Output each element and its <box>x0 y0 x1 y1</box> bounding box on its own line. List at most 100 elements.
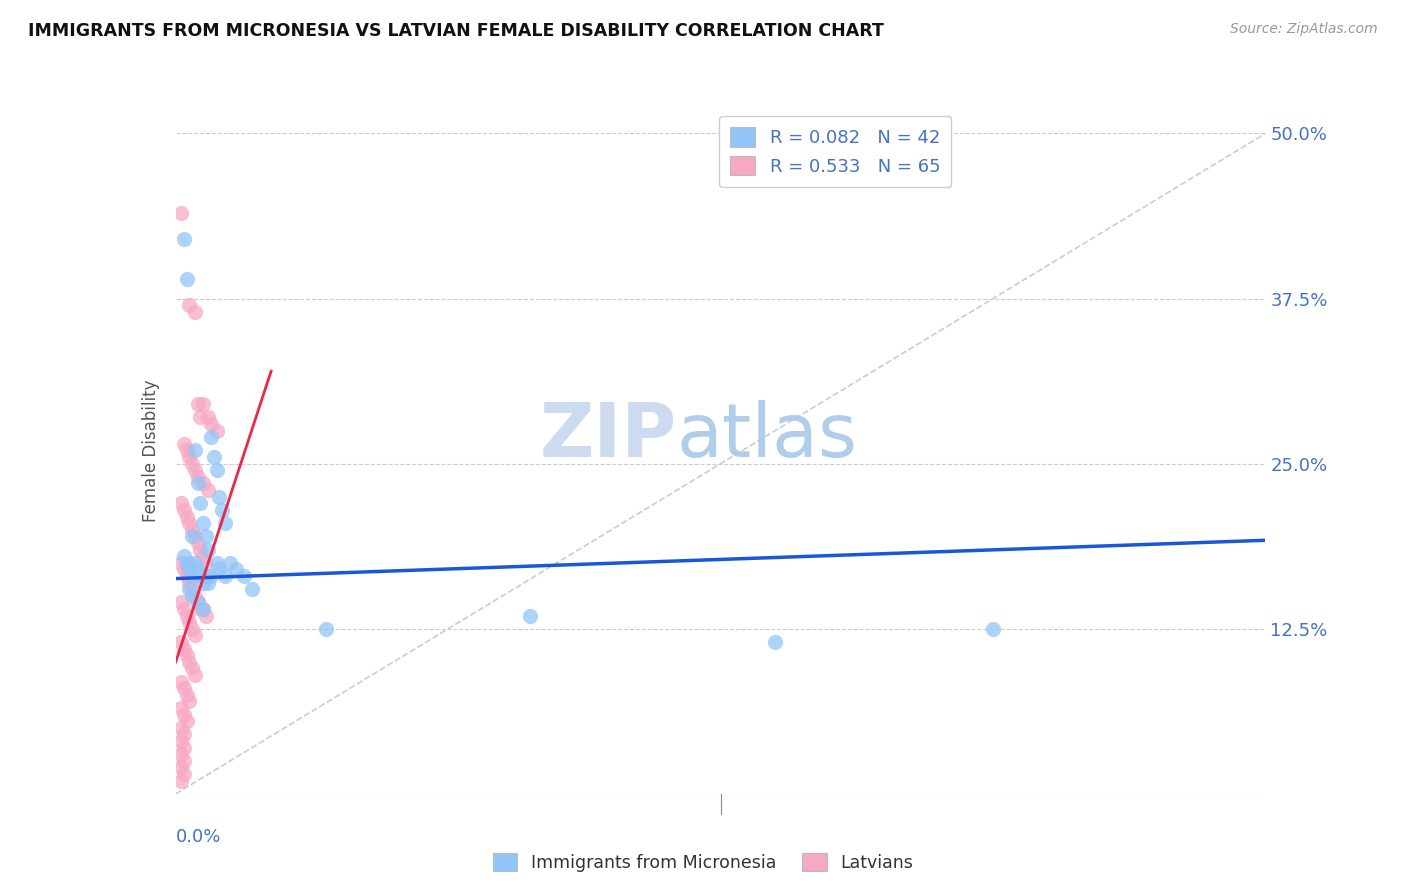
Point <box>240 582 263 596</box>
Point <box>186 536 209 550</box>
Point <box>170 496 193 510</box>
Point <box>211 503 233 517</box>
Point <box>170 760 193 774</box>
Point <box>219 556 242 570</box>
Point <box>184 463 207 477</box>
Point <box>191 397 214 411</box>
Point <box>181 622 204 636</box>
Point <box>176 714 198 729</box>
Point <box>176 509 198 524</box>
Point <box>179 655 201 669</box>
Point <box>179 615 201 630</box>
Point <box>188 410 211 425</box>
Point <box>173 232 195 246</box>
Text: Source: ZipAtlas.com: Source: ZipAtlas.com <box>1230 22 1378 37</box>
Point <box>173 437 195 451</box>
Point <box>173 740 195 755</box>
Point <box>179 694 201 708</box>
Point <box>179 556 201 570</box>
Point <box>170 556 193 570</box>
Point <box>214 516 236 530</box>
Point <box>202 450 225 464</box>
Point <box>315 622 337 636</box>
Point <box>170 205 193 219</box>
Point <box>186 562 209 576</box>
Point <box>191 549 214 563</box>
Point <box>200 430 222 444</box>
Point <box>194 608 217 623</box>
Point <box>173 767 195 781</box>
Point <box>179 562 201 576</box>
Point <box>763 635 786 649</box>
Point <box>181 569 204 583</box>
Point <box>179 516 201 530</box>
Point <box>173 562 195 576</box>
Point <box>179 582 201 596</box>
Point <box>176 556 198 570</box>
Point <box>208 562 231 576</box>
Point <box>186 397 209 411</box>
Point <box>225 562 247 576</box>
Point <box>176 688 198 702</box>
Point <box>173 727 195 741</box>
Point <box>176 648 198 663</box>
Point <box>205 556 228 570</box>
Point <box>519 608 541 623</box>
Point <box>186 476 209 491</box>
Text: 0.0%: 0.0% <box>176 828 221 847</box>
Point <box>191 476 214 491</box>
Point <box>191 602 214 616</box>
Point <box>181 457 204 471</box>
Point <box>208 490 231 504</box>
Point <box>173 503 195 517</box>
Point <box>205 463 228 477</box>
Point <box>188 496 211 510</box>
Point <box>184 305 207 319</box>
Point <box>181 661 204 675</box>
Point <box>205 424 228 438</box>
Point <box>197 410 219 425</box>
Point <box>191 575 214 590</box>
Point <box>191 516 214 530</box>
Point <box>186 595 209 609</box>
Point <box>188 542 211 557</box>
Point <box>197 575 219 590</box>
Point <box>184 668 207 682</box>
Point <box>173 549 195 563</box>
Point <box>197 483 219 497</box>
Point <box>214 569 236 583</box>
Point <box>170 635 193 649</box>
Point <box>173 602 195 616</box>
Point <box>194 556 217 570</box>
Point <box>181 589 204 603</box>
Text: atlas: atlas <box>678 401 858 474</box>
Point <box>170 773 193 788</box>
Legend: R = 0.082   N = 42, R = 0.533   N = 65: R = 0.082 N = 42, R = 0.533 N = 65 <box>720 116 952 186</box>
Point <box>173 681 195 696</box>
Text: ZIP: ZIP <box>540 401 678 474</box>
Point <box>181 582 204 596</box>
Point <box>170 747 193 762</box>
Point <box>188 602 211 616</box>
Point <box>176 608 198 623</box>
Point <box>179 298 201 312</box>
Point <box>170 674 193 689</box>
Point <box>170 721 193 735</box>
Point <box>179 575 201 590</box>
Point <box>170 701 193 715</box>
Point <box>200 417 222 431</box>
Point <box>194 529 217 543</box>
Point <box>186 470 209 484</box>
Point <box>176 271 198 285</box>
Point <box>184 443 207 458</box>
Point <box>184 589 207 603</box>
Point <box>981 622 1004 636</box>
Point <box>170 734 193 748</box>
Point <box>191 602 214 616</box>
Point <box>181 529 204 543</box>
Point <box>173 754 195 768</box>
Point <box>176 569 198 583</box>
Point <box>181 523 204 537</box>
Legend: Immigrants from Micronesia, Latvians: Immigrants from Micronesia, Latvians <box>485 847 921 879</box>
Point <box>232 569 254 583</box>
